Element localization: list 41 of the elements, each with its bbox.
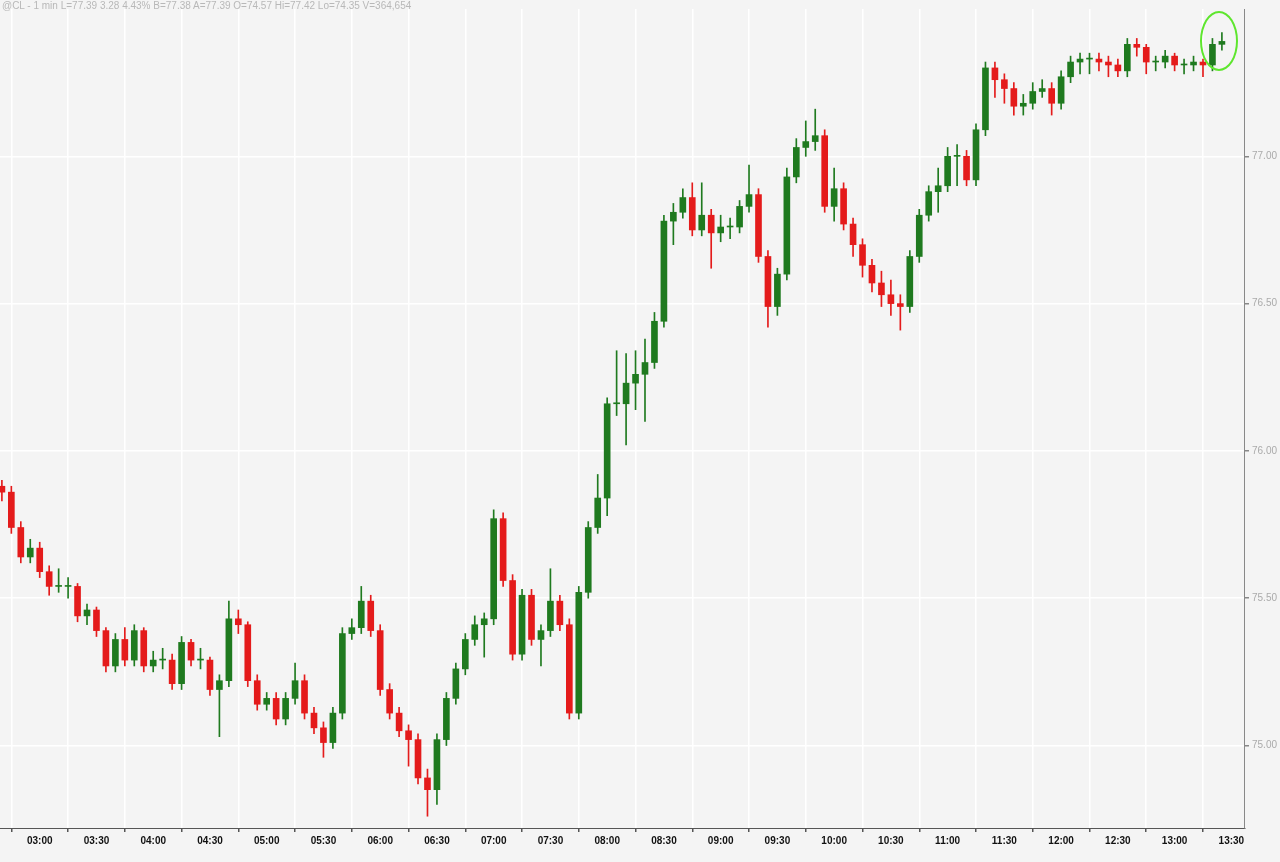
x-tick-label: 04:30 — [197, 834, 224, 846]
x-tick-label: 10:30 — [878, 834, 905, 846]
y-tick-label: 77.00 — [1251, 150, 1278, 162]
candlestick — [1019, 94, 1027, 116]
y-tick-label: 75.50 — [1251, 591, 1278, 603]
candlestick — [1218, 32, 1226, 51]
x-tick-label: 05:00 — [253, 834, 280, 846]
candlestick — [1133, 38, 1141, 57]
x-tick-label: 11:30 — [991, 834, 1018, 846]
x-tick-label: 07:00 — [480, 834, 507, 846]
x-tick-label: 08:30 — [651, 834, 678, 846]
x-tick-label: 03:00 — [26, 834, 53, 846]
x-tick-label: 09:30 — [764, 834, 791, 846]
candlestick — [235, 609, 242, 634]
x-tick-label: 06:00 — [367, 834, 394, 846]
y-tick-label: 76.50 — [1251, 297, 1278, 309]
chart-title: @CL - 1 min L=77.39 3.28 4.43% B=77.38 A=77.39 O=74.57 Hi=77.42 Lo=74.35 V=364,654 — [2, 0, 412, 11]
candlestick — [802, 120, 810, 157]
x-tick-label: 12:00 — [1048, 834, 1075, 846]
y-tick-label: 76.00 — [1251, 444, 1278, 456]
x-tick-label: 09:00 — [707, 834, 734, 846]
x-tick-label: 03:30 — [83, 834, 110, 846]
x-tick-label: 05:30 — [310, 834, 337, 846]
candlestick — [537, 624, 545, 667]
x-tick-label: 13:30 — [1218, 834, 1245, 846]
x-tick-label: 13:00 — [1161, 834, 1188, 846]
candlestick — [1038, 79, 1046, 98]
x-tick-label: 07:30 — [537, 834, 564, 846]
y-tick-label: 75.00 — [1251, 739, 1278, 751]
x-tick-label: 04:00 — [140, 834, 167, 846]
candlestick — [953, 144, 961, 187]
x-tick-label: 08:00 — [594, 834, 621, 846]
x-tick-label: 11:00 — [935, 834, 961, 846]
candlestick — [641, 338, 649, 422]
x-tick-label: 12:30 — [1105, 834, 1132, 846]
candlestick — [811, 108, 819, 151]
candlestick — [64, 577, 72, 599]
candlestick — [934, 167, 942, 213]
x-tick-label: 10:00 — [821, 834, 848, 846]
candlestick — [480, 612, 488, 658]
x-tick-label: 06:30 — [424, 834, 451, 846]
